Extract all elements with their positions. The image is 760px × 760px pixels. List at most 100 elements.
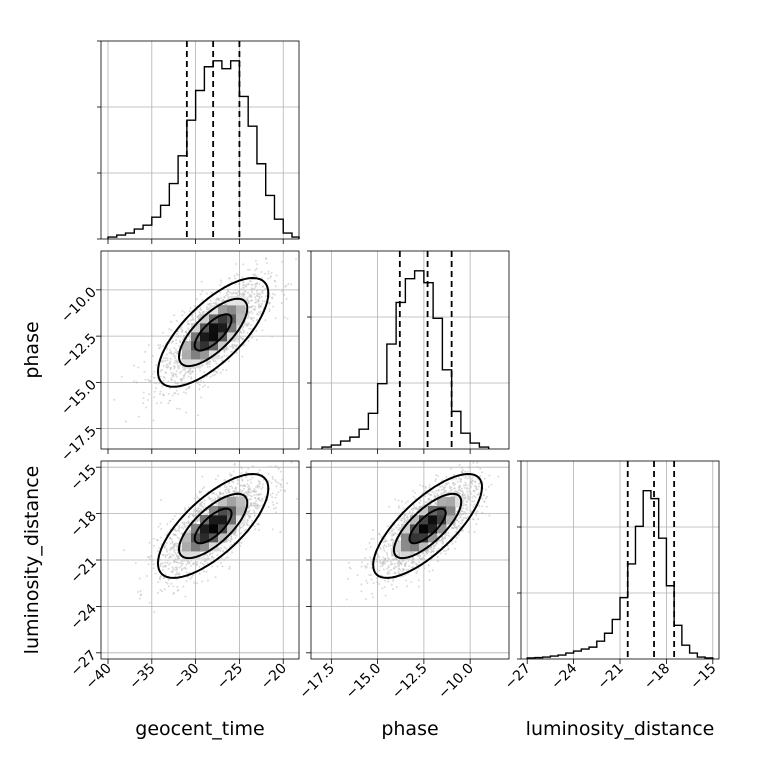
joint-phase-geocent-point [247,291,249,294]
joint-lumdist-geocent-point [167,567,170,570]
joint-lumdist-geocent-point [212,492,215,495]
joint-lumdist-phase-point [475,511,478,514]
joint-lumdist-phase-point [416,570,418,573]
joint-lumdist-geocent-point [280,485,283,488]
joint-lumdist-phase-point [408,512,411,515]
joint-lumdist-geocent-point [260,500,263,503]
joint-phase-geocent-point [179,327,182,330]
joint-phase-geocent-point [264,272,267,275]
joint-lumdist-phase-point [466,487,469,489]
joint-lumdist-geocent-point [175,561,178,564]
joint-phase-geocent-point [170,320,173,323]
joint-lumdist-geocent-density-cell [182,542,192,552]
joint-lumdist-phase-point [360,590,363,593]
joint-phase-geocent-point [237,335,240,338]
joint-lumdist-geocent-point [189,577,192,580]
joint-lumdist-geocent-point [221,549,224,552]
joint-phase-geocent-point [169,357,172,360]
joint-lumdist-geocent-point [192,515,195,518]
joint-phase-geocent-point [247,316,250,319]
joint-phase-geocent-point [230,293,233,295]
joint-lumdist-phase-point [433,545,436,548]
joint-lumdist-geocent-point [168,552,171,555]
joint-lumdist-geocent-point [174,543,176,546]
joint-phase-geocent-point [250,316,253,319]
joint-lumdist-geocent-point [195,513,197,515]
joint-phase-geocent-point [267,272,270,275]
joint-phase-geocent-point [167,335,170,337]
joint-phase-geocent-point [200,360,202,362]
joint-lumdist-geocent-point [175,553,178,556]
joint-lumdist-geocent-point [196,560,199,563]
hist-geocent-time-frame [100,40,300,240]
joint-phase-geocent-point [241,276,244,279]
joint-phase-geocent-point [254,284,257,287]
joint-phase-geocent-point [159,375,162,378]
joint-lumdist-phase-point [464,481,467,484]
joint-lumdist-geocent-point [173,561,176,564]
joint-phase-geocent-point [212,302,215,305]
joint-lumdist-phase-point [383,549,386,552]
joint-lumdist-geocent-point [222,457,224,459]
joint-lumdist-geocent-point [252,502,255,505]
joint-phase-geocent-point [164,371,167,374]
joint-lumdist-geocent-point [264,495,267,498]
joint-lumdist-geocent-point [173,592,176,594]
joint-lumdist-geocent-point [163,546,166,549]
joint-phase-geocent-point [238,282,241,285]
joint-lumdist-geocent-point [275,511,277,514]
joint-phase-geocent-point [177,365,180,368]
joint-phase-geocent-point [235,344,238,347]
joint-phase-geocent-point [162,331,165,334]
joint-lumdist-geocent-point [221,565,224,568]
joint-lumdist-geocent-point [182,585,185,588]
joint-lumdist-geocent-point [214,498,217,501]
joint-phase-geocent-point [234,289,237,292]
joint-lumdist-geocent-point [216,495,219,498]
joint-lumdist-geocent-point [247,488,250,491]
joint-lumdist-geocent-point [195,562,197,565]
joint-lumdist-geocent-point [247,485,249,488]
joint-lumdist-phase-point [459,480,462,483]
joint-phase-geocent-point [164,357,167,359]
joint-phase-geocent-point [157,344,160,346]
joint-lumdist-phase-point [423,554,426,557]
joint-lumdist-phase-point [460,467,463,469]
joint-lumdist-phase-point [453,473,456,476]
joint-phase-geocent-point [248,322,250,325]
joint-luminosity-distance-vs-geocent-time-panel: −40 −35 −30 −25 −20−27−24−21−18−15 [68,457,300,693]
joint-phase-geocent-point [228,360,231,363]
joint-phase-geocent-point [226,293,229,296]
joint-lumdist-geocent-point [201,580,204,583]
joint-phase-geocent-point [242,280,244,283]
joint-lumdist-phase-point [410,581,413,584]
joint-phase-geocent-point [242,284,245,286]
joint-phase-geocent-density-cell [191,332,201,342]
joint-lumdist-phase-point [475,456,477,458]
joint-lumdist-phase-point [468,465,471,468]
joint-lumdist-geocent-point [148,601,151,604]
joint-lumdist-phase-point [452,527,455,530]
joint-lumdist-geocent-point [165,548,168,551]
joint-phase-geocent-point [209,360,212,363]
joint-phase-geocent-point [227,348,229,350]
joint-lumdist-geocent-point [156,550,159,552]
joint-phase-geocent-point [233,274,236,277]
joint-phase-geocent-point [248,295,251,298]
joint-lumdist-geocent-point [174,566,177,569]
joint-lumdist-geocent-point [234,537,237,539]
joint-lumdist-geocent-point [194,494,197,497]
joint-lumdist-geocent-point [178,566,181,569]
joint-lumdist-geocent-point [239,544,242,547]
joint-lumdist-geocent-point [269,465,272,468]
joint-phase-geocent-point [172,352,175,355]
joint-phase-geocent-point [232,291,235,294]
joint-lumdist-geocent-point [170,546,173,549]
joint-lumdist-geocent-point [211,556,214,559]
joint-phase-geocent-point [251,312,254,315]
joint-phase-geocent-point [225,292,228,295]
joint-phase-geocent-point [220,279,223,282]
joint-phase-geocent-point [240,293,243,296]
joint-phase-geocent-point [172,365,175,368]
joint-lumdist-phase-point [356,574,359,577]
